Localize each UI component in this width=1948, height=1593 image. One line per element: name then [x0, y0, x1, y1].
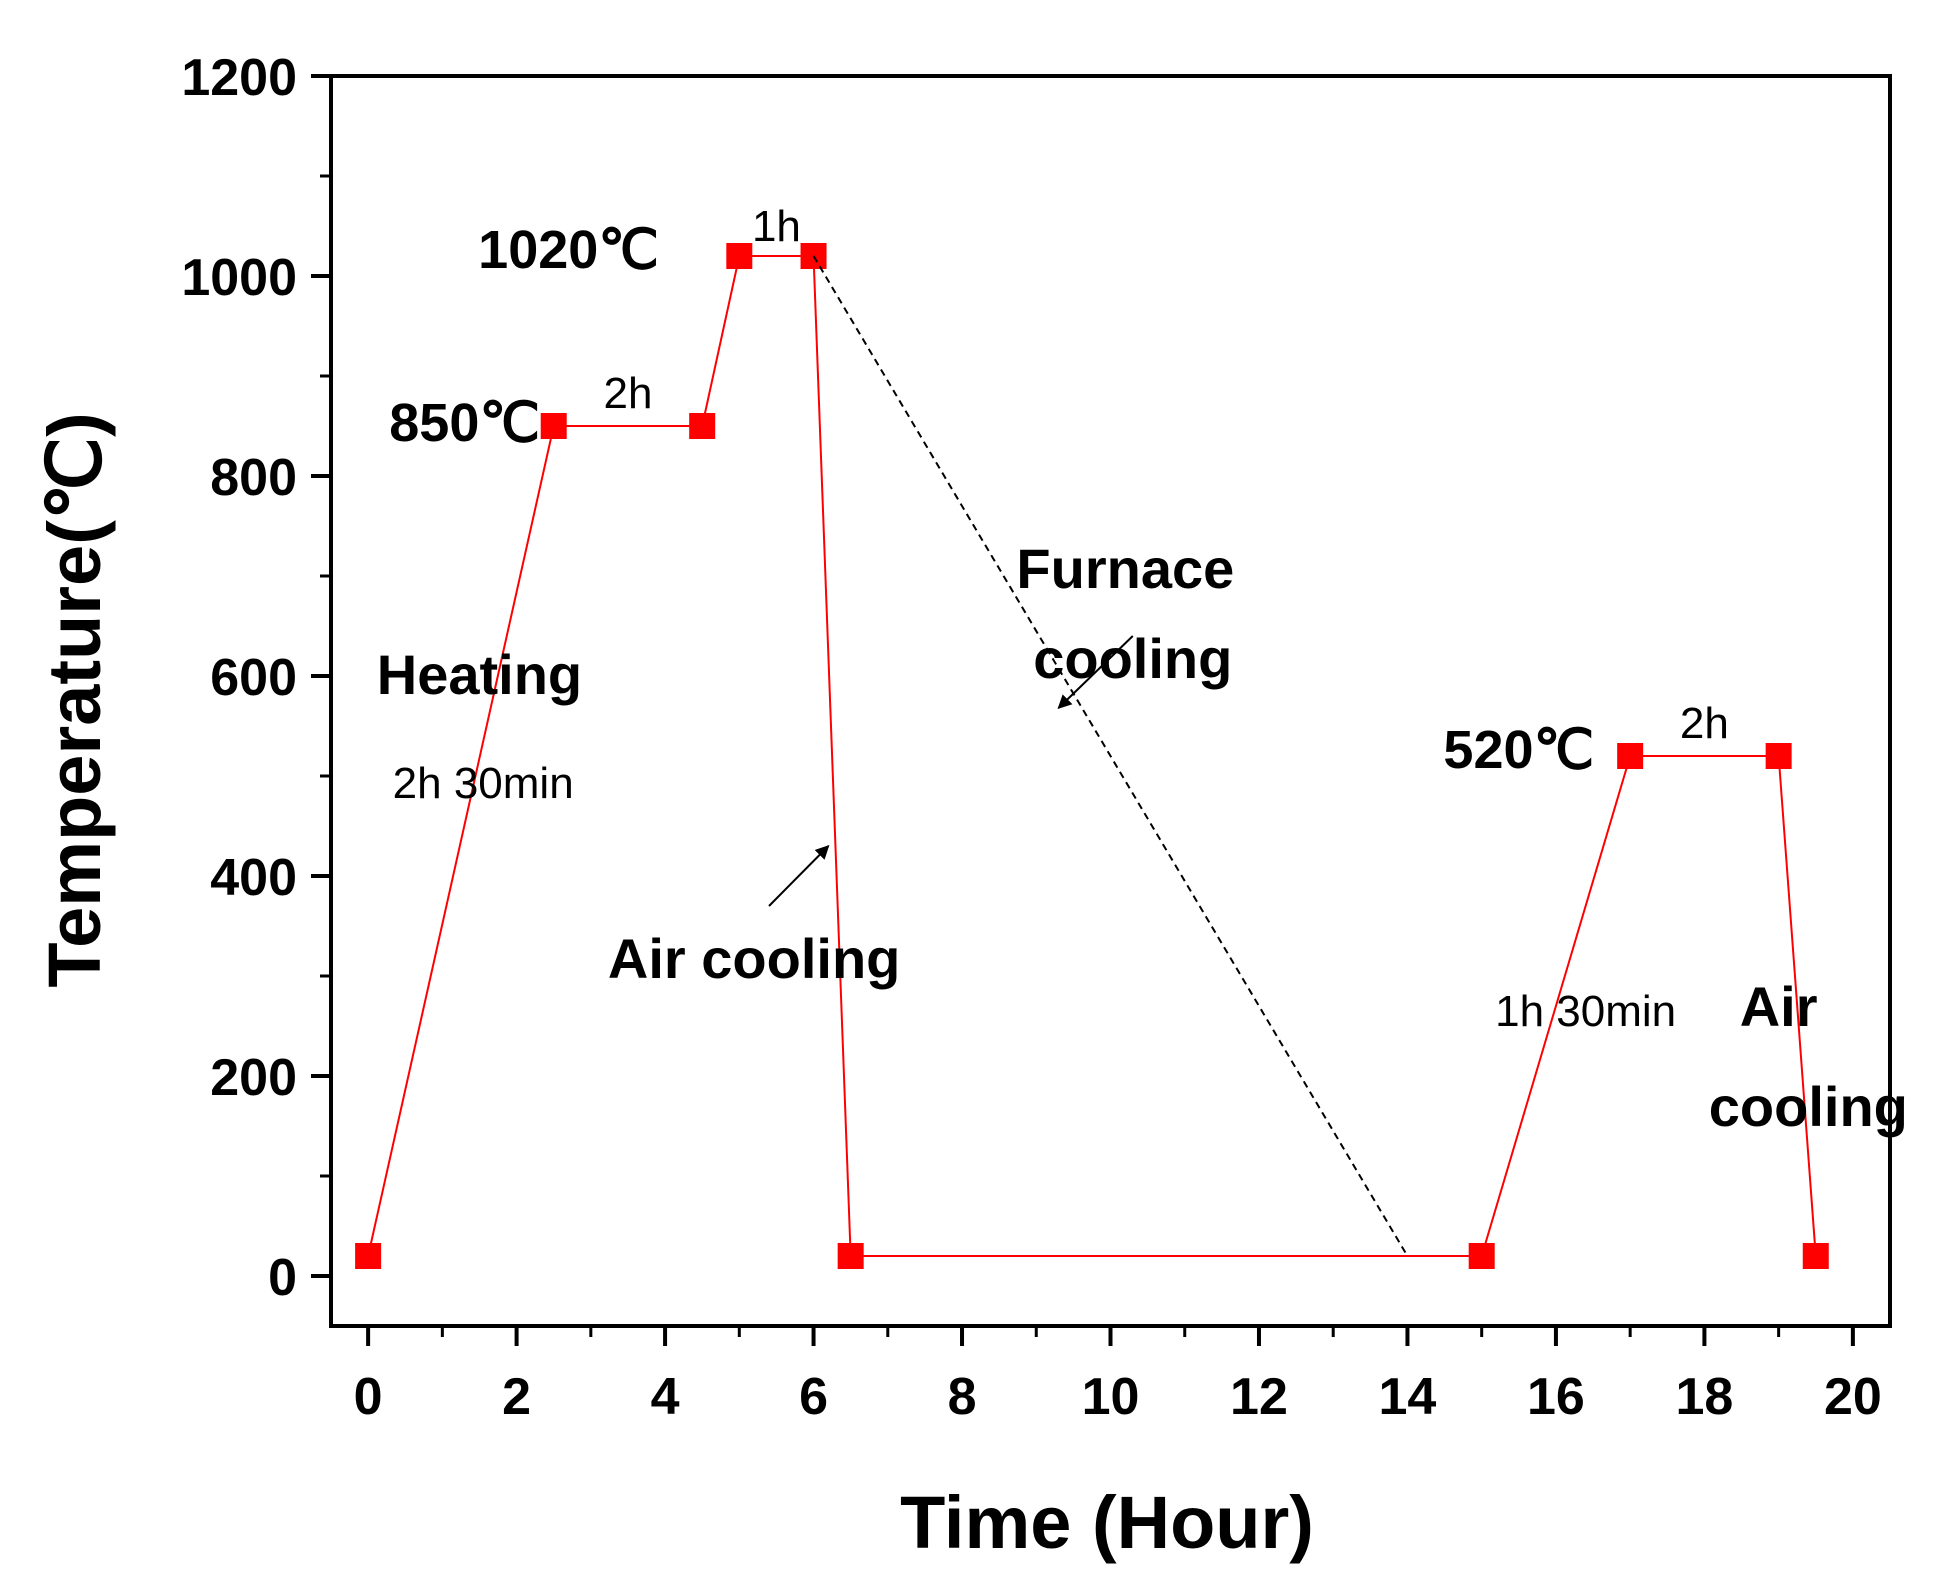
x-tick-label: 18 [1675, 1368, 1733, 1426]
series-line-segment [701, 255, 741, 427]
annotation-air1: Air cooling [608, 927, 900, 990]
data-point-marker [1468, 1243, 1495, 1269]
y-tick-label: 1000 [181, 249, 297, 307]
data-point-marker [800, 243, 827, 269]
x-tick-label: 2 [502, 1368, 531, 1426]
furnace-cooling-line [812, 255, 1409, 1257]
annotation-air2-2: cooling [1709, 1075, 1908, 1138]
data-point-marker [837, 1243, 864, 1269]
x-tick-label: 4 [651, 1368, 680, 1426]
annotation-2h-a: 2h [603, 369, 652, 418]
x-tick-label: 14 [1379, 1368, 1437, 1426]
annotation-1h30: 1h 30min [1495, 987, 1676, 1036]
y-axis-label: Temperature(℃) [33, 412, 116, 987]
data-point-marker [1617, 743, 1644, 769]
x-tick-label: 6 [799, 1368, 828, 1426]
data-point-marker [689, 413, 716, 439]
x-tick-label: 8 [948, 1368, 977, 1426]
y-tick-label: 200 [210, 1049, 297, 1107]
data-point-marker [540, 413, 567, 439]
annotation-850: 850℃ [389, 393, 540, 453]
y-tick-label: 600 [210, 649, 297, 707]
arrow-furnace [1057, 635, 1134, 709]
data-point-marker [726, 243, 753, 269]
series-line-segment [1777, 755, 1817, 1257]
series-line-segment [812, 255, 852, 1257]
annotation-air2-1: Air [1740, 975, 1818, 1038]
annotation-heating: Heating [377, 643, 582, 706]
series-line-segment [1480, 755, 1632, 1257]
arrow-air [768, 845, 830, 907]
annotation-1020: 1020℃ [478, 220, 659, 280]
series-layer [355, 243, 1829, 1269]
y-axis: 0 200 400 600 800 1000 1200 [181, 49, 331, 1307]
y-tick-label: 400 [210, 849, 297, 907]
x-axis-label: Time (Hour) [900, 1481, 1314, 1564]
y-tick-label: 0 [268, 1249, 297, 1307]
annotation-layer: 850℃ 1020℃ 520℃ 2h 1h 2h Heating 2h 30min Air co… [377, 202, 1908, 1138]
x-tick-label: 10 [1082, 1368, 1140, 1426]
x-tick-label: 16 [1527, 1368, 1585, 1426]
y-tick-label: 1200 [181, 49, 297, 107]
data-point-marker [1765, 743, 1792, 769]
annotation-2h30: 2h 30min [393, 759, 574, 808]
x-tick-label: 12 [1230, 1368, 1288, 1426]
annotation-furnace-2: cooling [1033, 627, 1232, 690]
x-tick-label: 0 [354, 1368, 383, 1426]
annotation-520: 520℃ [1443, 720, 1594, 780]
data-point-marker [1802, 1243, 1829, 1269]
annotation-2h-b: 2h [1680, 699, 1729, 748]
x-tick-label: 20 [1824, 1368, 1882, 1426]
y-tick-label: 800 [210, 449, 297, 507]
annotation-1h: 1h [752, 202, 801, 251]
annotation-furnace-1: Furnace [1016, 537, 1234, 600]
series-line-segment [367, 425, 555, 1257]
x-axis: 0 2 4 6 8 10 12 14 16 18 20 [354, 1326, 1882, 1426]
data-point-marker [355, 1243, 382, 1269]
